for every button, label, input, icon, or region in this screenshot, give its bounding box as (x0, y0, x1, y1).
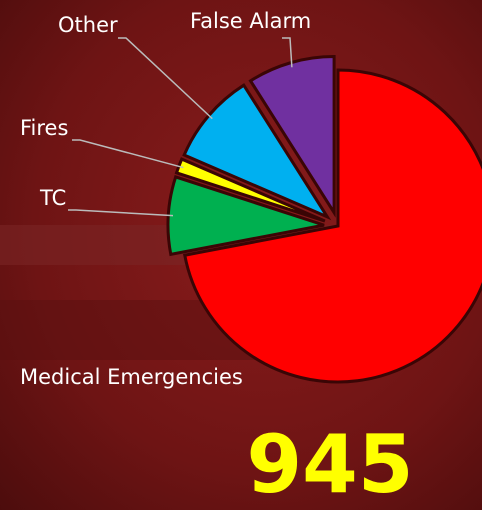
slice-label: Medical Emergencies (20, 365, 243, 389)
slice-label: TC (39, 186, 66, 210)
infographic: Medical Emergencies TC Fires Other False Ala… (0, 0, 482, 510)
total: 945 (247, 418, 414, 510)
slice-label: False Alarm (190, 9, 311, 33)
slice-label: Fires (20, 116, 68, 140)
slice-label: Other (58, 13, 118, 37)
